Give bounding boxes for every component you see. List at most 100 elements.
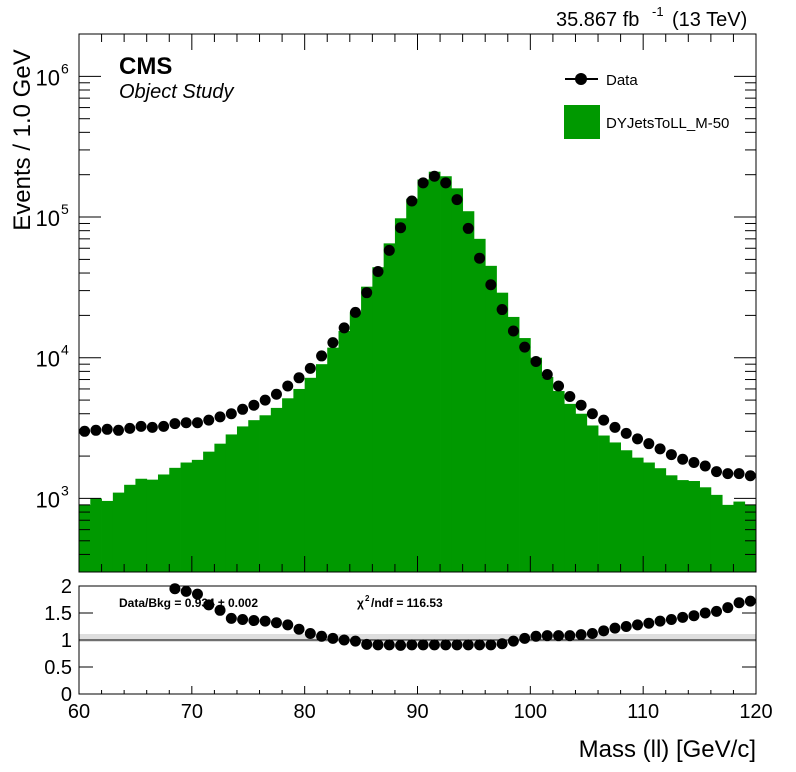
ratio-point: [688, 610, 700, 622]
mc-bar: [203, 451, 215, 572]
ratio-point: [225, 612, 237, 624]
ratio-point: [643, 617, 655, 629]
ratio-point: [699, 607, 711, 619]
ratio-point: [237, 613, 249, 625]
ratio-point: [417, 639, 429, 651]
ratio-point: [541, 630, 553, 642]
data-point: [214, 411, 226, 423]
data-point: [146, 421, 158, 433]
ratio-y-axis: 0 0.5 1 1.5 2: [44, 576, 756, 706]
data-point: [112, 424, 124, 436]
data-point: [395, 222, 407, 234]
ratio-point: [598, 625, 610, 637]
chi2-label: /ndf = 116.53: [371, 596, 443, 610]
x-tick-label: 120: [739, 701, 772, 723]
x-tick-label: 110: [627, 701, 659, 723]
data-point: [417, 177, 429, 189]
mc-bar: [112, 492, 125, 572]
data-point: [124, 422, 136, 434]
data-point: [135, 420, 147, 432]
data-point: [203, 414, 215, 426]
ratio-point: [722, 602, 734, 614]
ratio-point: [428, 639, 440, 651]
data-point: [270, 388, 282, 400]
data-point: [90, 424, 102, 436]
ratio-point: [440, 639, 452, 651]
y-tick-exponent: 6: [61, 60, 69, 76]
ratio-point: [203, 599, 215, 611]
mc-bar: [654, 468, 667, 572]
cms-label: CMS: [119, 53, 172, 80]
mc-bar: [146, 479, 159, 572]
mc-bar: [315, 364, 328, 572]
data-point: [665, 449, 677, 461]
x-tick-label: 100: [514, 701, 547, 723]
data-point: [654, 443, 666, 455]
data-point: [462, 222, 474, 234]
legend-mc-swatch: [564, 105, 600, 139]
data-point: [688, 457, 700, 469]
mc-bar: [473, 238, 486, 572]
ratio-point: [519, 632, 531, 644]
mc-bar: [530, 357, 543, 572]
mc-bar: [722, 504, 734, 572]
ratio-point: [609, 622, 621, 634]
data-point: [248, 399, 260, 411]
ratio-point: [496, 638, 508, 650]
y-tick-exponent: 4: [61, 342, 69, 358]
data-point: [485, 279, 497, 291]
mc-bar: [417, 179, 430, 572]
mc-bar: [643, 462, 655, 572]
ratio-point: [282, 619, 294, 631]
y-tick-label: 10: [36, 65, 60, 90]
data-point: [564, 391, 576, 403]
ratio-point: [632, 619, 644, 631]
mc-bar: [90, 498, 102, 572]
mc-bar: [293, 388, 306, 572]
x-axis-label: Mass (ll) [GeV/c]: [579, 736, 756, 763]
y-tick-exponent: 3: [61, 482, 69, 498]
lumi-exponent: -1: [652, 4, 664, 19]
data-point: [474, 252, 486, 264]
data-point: [372, 266, 384, 278]
ratio-point: [507, 635, 519, 647]
mc-bar: [552, 391, 565, 572]
mc-bar: [124, 484, 136, 572]
mc-bar: [361, 286, 373, 572]
y-axis-label: Events / 1.0 GeV: [9, 49, 36, 230]
data-point: [225, 408, 237, 420]
ratio-point: [293, 623, 305, 635]
ratio-point: [180, 585, 192, 597]
ratio-point: [575, 629, 587, 641]
data-point: [620, 427, 632, 439]
mc-bar: [620, 450, 633, 572]
ratio-text: Data/Bkg = 0.934 ± 0.002: [119, 596, 258, 610]
main-x-ticks: [78, 34, 757, 572]
mc-bar: [519, 338, 531, 572]
mc-bar: [282, 398, 294, 572]
ratio-point: [259, 615, 271, 627]
ratio-point: [383, 639, 395, 651]
ratio-point: [733, 597, 745, 609]
ratio-point: [530, 630, 542, 642]
mc-bar: [733, 501, 746, 572]
ratio-point: [677, 611, 689, 623]
data-point: [722, 468, 734, 480]
legend-entry-mc: DYJetsToLL_M-50: [564, 105, 729, 139]
mc-bar: [496, 292, 509, 572]
ratio-point: [338, 634, 350, 646]
lumi-label: 35.867 fb: [556, 9, 639, 31]
data-point: [586, 408, 598, 420]
data-point: [575, 399, 587, 411]
ratio-point: [191, 588, 203, 600]
y-tick-label: 10: [36, 487, 60, 512]
data-point: [406, 195, 418, 207]
ratio-point: [665, 613, 677, 625]
mc-bar: [214, 443, 227, 572]
data-point: [609, 421, 621, 433]
data-point: [451, 194, 463, 206]
mc-bar: [451, 188, 464, 572]
legend: Data DYJetsToLL_M-50: [564, 72, 729, 139]
